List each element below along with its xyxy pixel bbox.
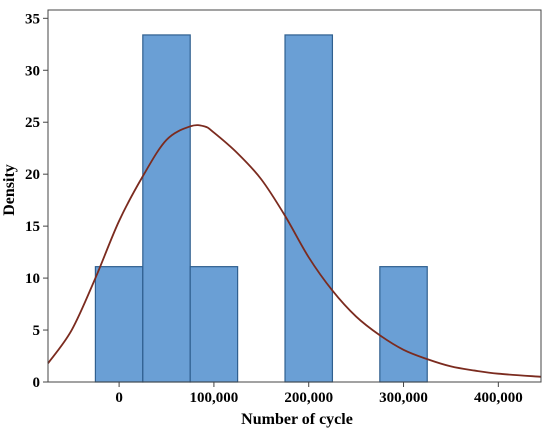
curve-layer: [47, 124, 542, 378]
histogram-bar-1: [142, 34, 191, 383]
x-tick-label: 300,000: [379, 390, 428, 406]
x-tick-label: 0: [115, 390, 123, 406]
y-tick-label: 5: [33, 323, 41, 339]
x-axis-title: Number of cycle: [241, 411, 353, 428]
histogram-bar-3: [284, 34, 334, 383]
axes-layer: [47, 9, 542, 383]
x-tick-label: 400,000: [474, 390, 523, 406]
x-tick-label: 100,000: [190, 390, 239, 406]
density-curve: [47, 124, 542, 378]
y-tick-label: 15: [25, 219, 40, 235]
y-axis-title: Density: [1, 164, 18, 216]
x-tick-label: 200,000: [284, 390, 333, 406]
histogram-bar-2: [189, 266, 239, 383]
ticks-layer: 0 5 10 15 20 25 30 35 0 100,000 200,000 300,000 400,…: [25, 11, 523, 406]
histogram-bar-4: [379, 266, 428, 383]
bars-layer: [94, 34, 428, 383]
y-tick-label: 35: [25, 11, 40, 27]
y-tick-label: 20: [25, 167, 40, 183]
y-tick-label: 25: [25, 115, 40, 131]
plot-frame: [47, 9, 542, 383]
y-tick-label: 0: [33, 375, 41, 391]
y-tick-label: 30: [25, 63, 40, 79]
histogram-bar-0: [94, 266, 144, 383]
y-tick-label: 10: [25, 271, 40, 287]
